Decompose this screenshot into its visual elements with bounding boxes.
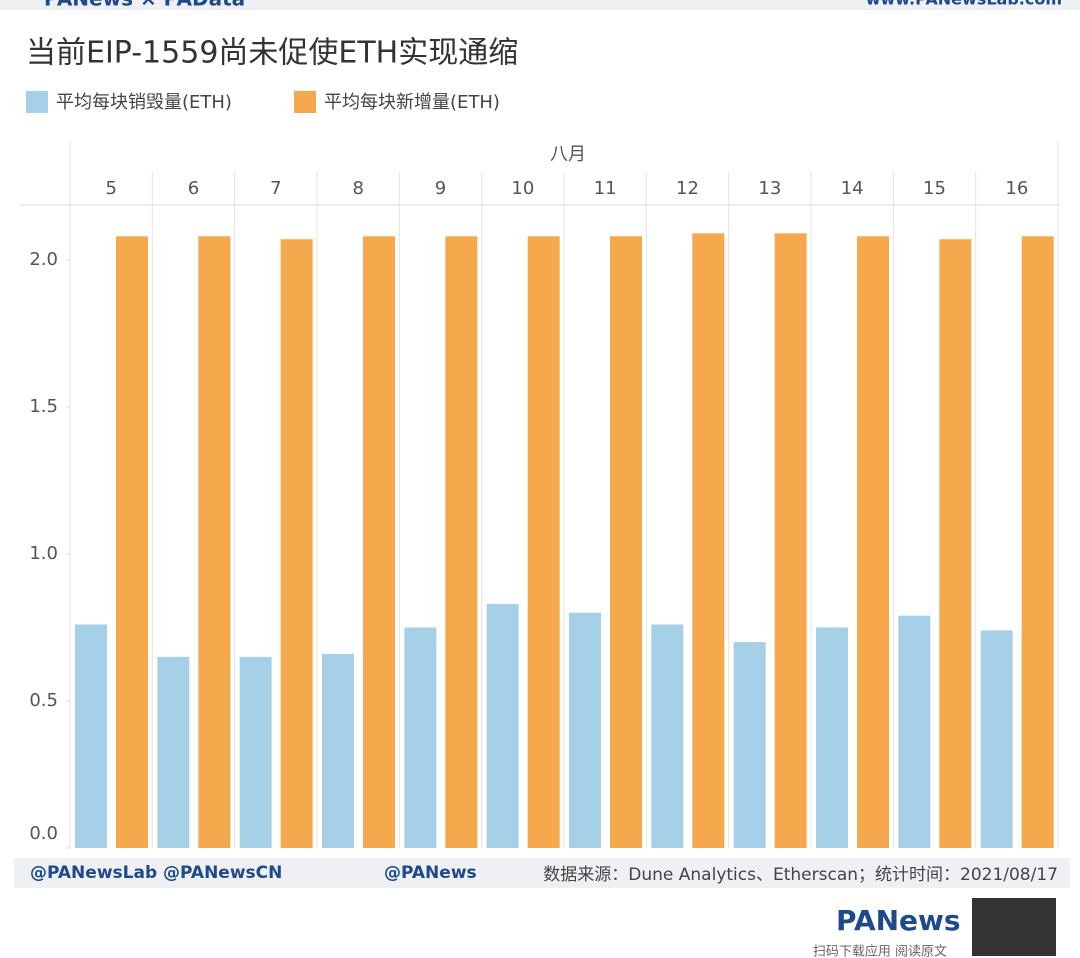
x-tick-label: 11	[594, 178, 617, 199]
url: www.PANewsLab.com	[866, 0, 1062, 9]
group-label: 八月	[550, 144, 586, 165]
footer-band	[14, 858, 1070, 888]
legend-swatch	[294, 91, 316, 113]
x-tick-label: 5	[105, 178, 116, 199]
x-tick-label: 6	[188, 178, 199, 199]
x-tick-label: 8	[352, 178, 363, 199]
bar	[610, 236, 642, 849]
bar	[898, 615, 931, 848]
weibo: @PANews	[384, 863, 477, 883]
legend-label: 平均每块销毁量(ETH)	[56, 92, 232, 113]
x-tick-label: 10	[511, 178, 534, 199]
y-tick-label: 0.5	[29, 690, 58, 711]
bar	[322, 653, 354, 848]
bar	[1021, 236, 1054, 849]
bar	[939, 239, 972, 848]
chart-title: 当前EIP-1559尚未促使ETH实现通缩	[26, 36, 518, 71]
bar	[445, 236, 478, 849]
bar	[404, 627, 437, 848]
source: 数据来源：Dune Analytics、Etherscan；统计时间：2021/…	[543, 865, 1058, 885]
y-tick-label: 1.0	[29, 543, 58, 564]
bar	[116, 236, 148, 849]
bar	[816, 627, 848, 848]
y-tick-label: 1.5	[29, 396, 58, 417]
bar	[486, 603, 519, 848]
bar	[280, 239, 313, 848]
qr-caption: 扫码下载应用 阅读原文	[813, 944, 947, 958]
x-tick-label: 12	[676, 178, 699, 199]
twitter: @PANewsLab @PANewsCN	[30, 863, 282, 883]
bar	[774, 233, 807, 849]
x-tick-label: 15	[923, 178, 946, 199]
y-tick-label: 0.0	[29, 823, 58, 844]
legend-swatch	[26, 91, 48, 113]
bar	[980, 630, 1013, 848]
bar	[75, 624, 107, 848]
x-tick-label: 16	[1005, 178, 1028, 199]
bar	[569, 612, 601, 848]
x-tick-label: 14	[841, 178, 864, 199]
x-tick-label: 9	[435, 178, 446, 199]
bar	[692, 233, 725, 849]
bar	[198, 236, 231, 849]
bar	[857, 236, 889, 849]
legend-label: 平均每块新增量(ETH)	[324, 92, 500, 113]
bar	[733, 642, 766, 848]
logo: PANews	[836, 904, 961, 937]
brand: PANews × PAData	[44, 0, 245, 11]
bar	[157, 656, 190, 848]
bar	[363, 236, 395, 849]
bar	[239, 656, 272, 848]
x-tick-label: 13	[758, 178, 781, 199]
bar	[651, 624, 684, 848]
y-tick-label: 2.0	[29, 249, 58, 270]
bar	[527, 236, 560, 849]
top-banner	[0, 0, 1080, 10]
x-tick-label: 7	[270, 178, 281, 199]
qr-code	[972, 898, 1056, 956]
